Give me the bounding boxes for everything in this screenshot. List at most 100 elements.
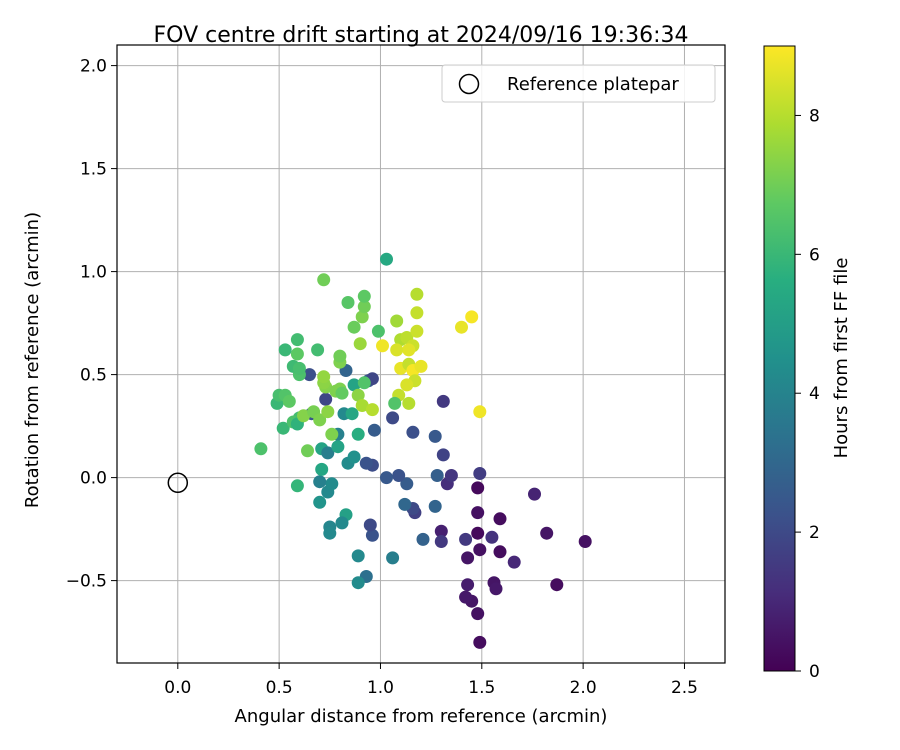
data-point: [493, 545, 507, 559]
x-tick-label: 2.5: [671, 678, 698, 698]
data-point: [331, 440, 345, 454]
data-point: [493, 512, 507, 526]
data-point: [471, 506, 485, 520]
data-point: [465, 310, 479, 324]
chart-title: FOV centre drift starting at 2024/09/16 …: [154, 23, 689, 48]
data-point: [380, 471, 393, 485]
colorbar-tick-label: 4: [809, 384, 820, 404]
data-point: [473, 543, 487, 557]
data-point: [402, 396, 416, 410]
data-point: [321, 446, 335, 460]
data-point: [297, 409, 310, 423]
data-point: [254, 442, 268, 456]
scatter-points: [254, 252, 592, 649]
data-point: [436, 448, 450, 462]
data-point: [311, 343, 325, 357]
data-point: [323, 526, 337, 540]
y-tick-label: 0.0: [80, 469, 107, 489]
y-tick-label: 1.5: [80, 160, 107, 180]
x-axis-ticks: 0.0 0.5 1.0 1.5 2.0 2.5: [164, 663, 698, 698]
grid-lines: [117, 45, 725, 663]
data-point: [392, 469, 406, 482]
data-point: [430, 469, 444, 482]
data-point: [357, 376, 371, 390]
data-point: [351, 427, 365, 441]
data-point: [282, 394, 296, 408]
data-point: [540, 526, 554, 540]
data-point: [315, 462, 329, 476]
colorbar-ticks: 0 2 4 6 8: [795, 106, 820, 682]
data-point: [359, 456, 373, 470]
data-point: [410, 287, 424, 301]
data-point: [341, 296, 355, 309]
data-point: [335, 516, 349, 530]
data-point: [578, 535, 592, 548]
x-axis-label: Angular distance from reference (arcmin): [235, 706, 608, 727]
data-point: [353, 337, 367, 351]
data-point: [459, 590, 473, 604]
data-point: [436, 394, 450, 408]
data-point: [357, 289, 371, 303]
data-point: [507, 555, 521, 569]
data-point: [473, 405, 487, 419]
data-point: [290, 333, 304, 347]
data-point: [455, 320, 468, 334]
y-axis-ticks: −0.5 0.0 0.5 1.0 1.5 2.0: [66, 57, 117, 592]
data-point: [321, 405, 335, 419]
data-point: [416, 532, 430, 546]
data-point: [317, 370, 331, 384]
x-tick-label: 0.0: [164, 678, 191, 698]
plot-frame: [116, 44, 726, 664]
data-point: [461, 551, 475, 565]
data-point: [400, 477, 414, 491]
data-point: [400, 378, 414, 392]
colorbar-tick-label: 6: [809, 245, 820, 265]
legend-open-circle-icon: [458, 73, 480, 95]
data-point: [351, 576, 365, 590]
data-point: [414, 359, 428, 373]
data-point: [380, 252, 393, 266]
data-point: [390, 343, 404, 357]
y-tick-label: 0.5: [80, 366, 107, 386]
data-point: [313, 475, 327, 489]
data-point: [363, 518, 377, 532]
data-point: [276, 421, 290, 435]
data-point: [325, 427, 339, 441]
data-point: [434, 524, 448, 538]
data-point: [376, 339, 389, 353]
y-tick-label: −0.5: [66, 572, 107, 592]
data-point: [351, 388, 365, 402]
data-point: [444, 469, 458, 482]
data-point: [365, 403, 379, 417]
data-point: [410, 306, 424, 320]
data-point: [473, 635, 487, 649]
data-point: [290, 347, 304, 361]
data-point: [325, 477, 339, 491]
x-tick-label: 2.0: [570, 678, 597, 698]
data-point: [278, 343, 292, 357]
data-point: [303, 368, 316, 382]
data-point: [335, 386, 349, 400]
data-point: [333, 349, 347, 363]
data-point: [473, 467, 487, 480]
data-point: [398, 497, 412, 511]
data-point: [471, 526, 485, 540]
y-tick-label: 2.0: [80, 57, 107, 77]
data-point: [386, 551, 400, 565]
y-axis-label: Rotation from reference (arcmin): [22, 212, 43, 508]
data-point: [489, 582, 503, 596]
legend: Reference platepar: [441, 64, 716, 103]
data-point: [292, 361, 306, 375]
data-point: [365, 528, 379, 542]
x-tick-label: 1.5: [468, 678, 495, 698]
data-point: [471, 607, 485, 621]
data-point: [402, 343, 416, 357]
y-tick-label: 1.0: [80, 263, 107, 283]
x-tick-label: 0.5: [266, 678, 293, 698]
colorbar-tick-label: 0: [809, 662, 820, 682]
data-point: [386, 411, 400, 425]
data-point: [471, 481, 485, 495]
colorbar: 0 2 4 6 8 Hours from first FF file: [763, 45, 852, 682]
data-point: [313, 495, 327, 509]
data-point: [313, 413, 327, 427]
